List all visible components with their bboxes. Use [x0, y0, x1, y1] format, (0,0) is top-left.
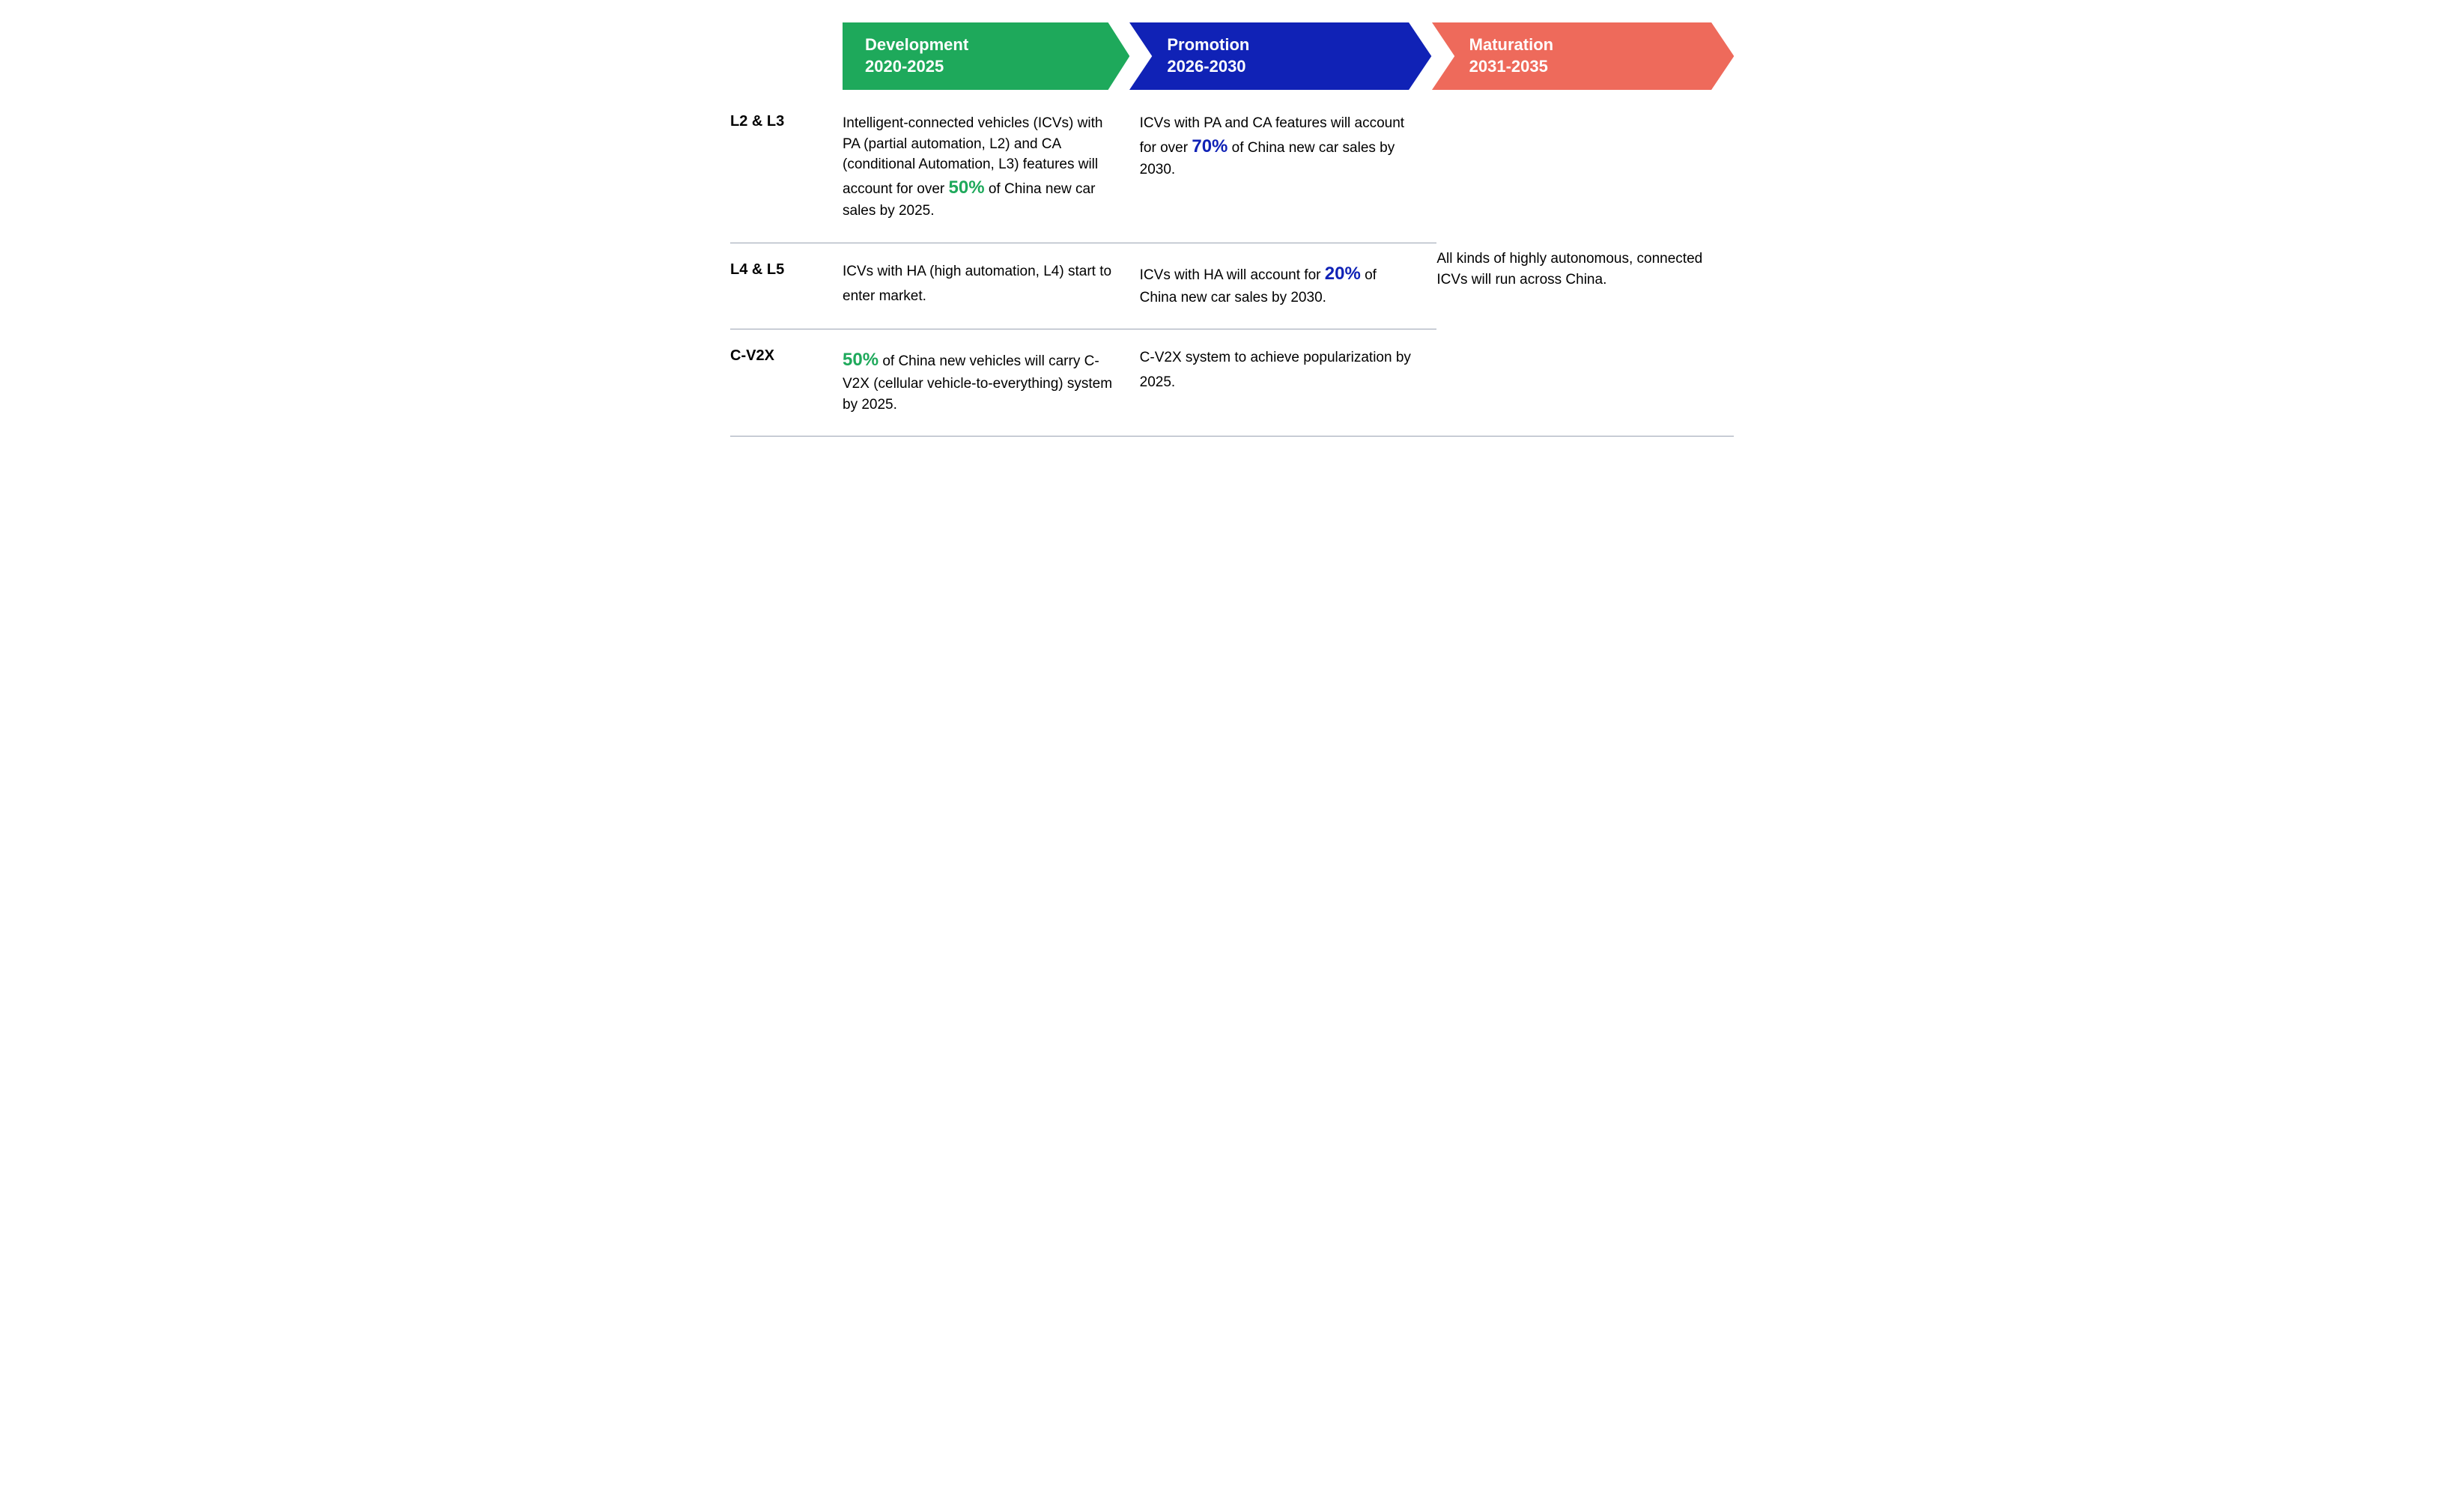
roadmap-grid: L2 & L3 Intelligent-connected vehicles (… — [730, 109, 1734, 437]
phase-title: Development — [865, 34, 1114, 56]
phase-development: Development 2020-2025 — [843, 22, 1129, 90]
cell-text-pre: C-V2X system to achieve popularization b… — [1140, 350, 1411, 390]
phase-title: Promotion — [1167, 34, 1416, 56]
row-label-l4l5: L4 & L5 — [730, 257, 843, 279]
cell-l4l5-promotion: ICVs with HA will account for 20% of Chi… — [1140, 257, 1437, 323]
cell-l2l3-development: Intelligent-connected vehicles (ICVs) wi… — [843, 109, 1140, 237]
cell-text-pre: ICVs with HA will account for — [1140, 267, 1325, 283]
cell-maturation: All kinds of highly autonomous, connecte… — [1436, 249, 1734, 290]
phase-header-row: Development 2020-2025 Promotion 2026-203… — [843, 22, 1734, 90]
cell-text-post: of China new vehicles will carry C-V2X (… — [843, 353, 1112, 412]
phase-title: Maturation — [1469, 34, 1719, 56]
cell-text-pre: ICVs with HA (high automation, L4) start… — [843, 264, 1111, 304]
cell-cv2x-promotion: C-V2X system to achieve popularization b… — [1140, 343, 1437, 409]
row-label-cv2x: C-V2X — [730, 343, 843, 365]
phase-promotion: Promotion 2026-2030 — [1129, 22, 1431, 90]
highlight-value: 50% — [949, 177, 985, 198]
phase-maturation: Maturation 2031-2035 — [1432, 22, 1734, 90]
phase-years: 2026-2030 — [1167, 56, 1416, 78]
row-separator — [730, 436, 1734, 437]
row-label-l2l3: L2 & L3 — [730, 109, 843, 130]
cell-l2l3-promotion: ICVs with PA and CA features will accoun… — [1140, 109, 1437, 195]
highlight-value: 50% — [843, 350, 879, 370]
roadmap-diagram: Development 2020-2025 Promotion 2026-203… — [730, 22, 1734, 437]
highlight-value: 70% — [1192, 136, 1228, 156]
highlight-value: 20% — [1325, 264, 1361, 284]
phase-years: 2020-2025 — [865, 56, 1114, 78]
cell-cv2x-development: 50% of China new vehicles will carry C-V… — [843, 343, 1140, 430]
phase-years: 2031-2035 — [1469, 56, 1719, 78]
cell-l4l5-development: ICVs with HA (high automation, L4) start… — [843, 257, 1140, 323]
